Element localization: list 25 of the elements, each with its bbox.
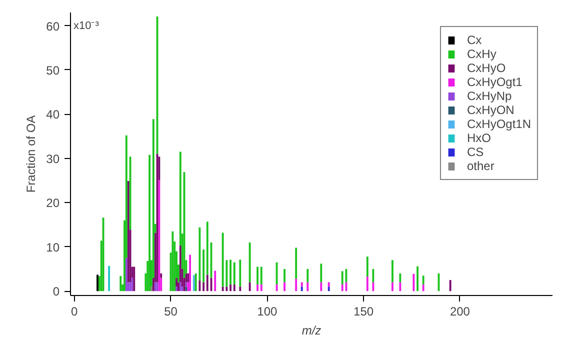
legend-label: CS: [466, 145, 485, 159]
legend-label: HxO: [466, 131, 491, 145]
y-tick-label: 40: [46, 108, 60, 122]
y-tick-label: 20: [46, 196, 60, 210]
y-tick-label: 60: [46, 19, 60, 34]
legend-label: CxHy: [466, 47, 496, 61]
legend-label: other: [466, 159, 494, 173]
y-axis-title: Fraction of OA: [24, 115, 38, 193]
x-tick-label: 200: [450, 304, 470, 318]
legend-label: CxHyNp: [466, 89, 512, 103]
y-tick-label: 0: [52, 284, 60, 299]
y-tick-label: 30: [46, 152, 60, 166]
x-axis-title: m/z: [302, 324, 322, 338]
legend-label: CxHyON: [466, 103, 514, 117]
y-tick-label: 50: [46, 63, 60, 78]
annotation: x10⁻³: [74, 20, 100, 32]
x-tick-label: 150: [354, 304, 374, 318]
x-tick-label: 50: [164, 304, 178, 318]
y-tick-label: 10: [46, 240, 60, 254]
legend-label: CxHyO: [466, 61, 506, 75]
legend-label: CxHyOgt1N: [466, 117, 531, 131]
legend-label: CxHyOgt1: [466, 75, 522, 89]
legend-label: Cx: [466, 33, 483, 47]
x-tick-label: 100: [257, 304, 278, 318]
x-tick-label: 0: [71, 304, 78, 318]
